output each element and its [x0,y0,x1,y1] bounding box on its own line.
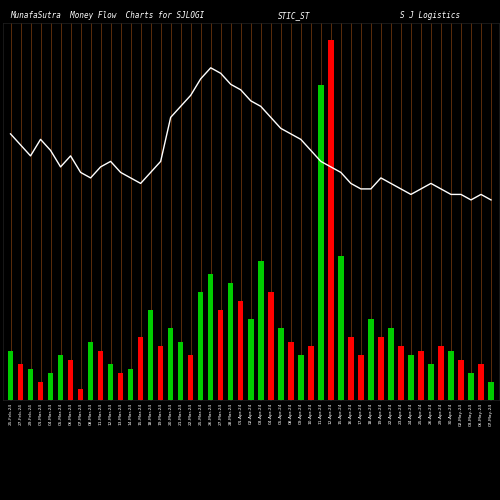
Text: STIC_ST: STIC_ST [278,11,310,20]
Bar [408,355,414,400]
Bar [178,342,184,400]
Bar [208,274,214,400]
Bar [348,337,354,400]
Bar [238,301,244,400]
Bar [338,256,344,400]
Bar [248,319,254,400]
Bar [98,350,103,400]
Bar [398,346,404,400]
Bar [188,355,194,400]
Bar [288,342,294,400]
Bar [388,328,394,400]
Bar [108,364,114,400]
Bar [458,360,464,400]
Bar [148,310,154,400]
Bar [378,337,384,400]
Bar [328,40,334,400]
Bar [78,389,84,400]
Bar [138,337,143,400]
Bar [28,368,34,400]
Bar [428,364,434,400]
Bar [128,368,134,400]
Bar [198,292,203,400]
Bar [358,355,364,400]
Bar [318,86,324,400]
Bar [48,373,54,400]
Bar [38,382,44,400]
Bar [418,350,424,400]
Text: S J Logistics: S J Logistics [400,11,460,20]
Bar [438,346,444,400]
Bar [368,319,374,400]
Text: MunafaSutra  Money Flow  Charts for SJLOGI: MunafaSutra Money Flow Charts for SJLOGI [10,11,204,20]
Bar [468,373,473,400]
Bar [68,360,73,400]
Bar [278,328,283,400]
Bar [168,328,173,400]
Bar [88,342,94,400]
Bar [488,382,494,400]
Bar [268,292,274,400]
Bar [18,364,24,400]
Bar [8,350,14,400]
Bar [258,260,264,400]
Bar [478,364,484,400]
Bar [118,373,124,400]
Bar [218,310,224,400]
Bar [58,355,64,400]
Bar [448,350,454,400]
Bar [158,346,164,400]
Bar [228,283,234,400]
Bar [308,346,314,400]
Bar [298,355,304,400]
